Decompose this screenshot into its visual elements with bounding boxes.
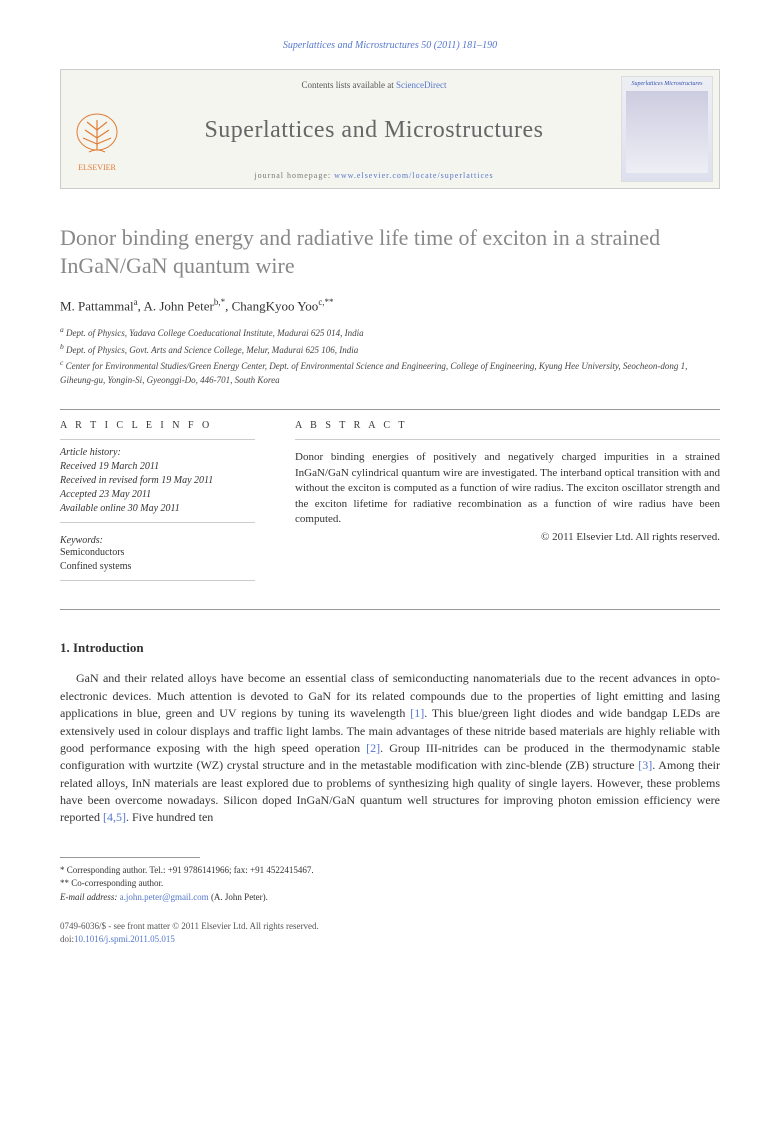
info-rule bbox=[60, 439, 255, 440]
affiliation-a-text: Dept. of Physics, Yadava College Coeduca… bbox=[66, 328, 364, 338]
article-title: Donor binding energy and radiative life … bbox=[60, 224, 720, 279]
elsevier-tree-icon: ELSEVIER bbox=[69, 110, 125, 180]
doi-label: doi: bbox=[60, 934, 74, 944]
footnotes-block: * Corresponding author. Tel.: +91 978614… bbox=[60, 864, 720, 905]
running-citation: Superlattices and Microstructures 50 (20… bbox=[60, 40, 720, 51]
history-revised: Received in revised form 19 May 2011 bbox=[60, 474, 255, 488]
affiliation-c-text: Center for Environmental Studies/Green E… bbox=[60, 361, 687, 385]
affiliation-c: c Center for Environmental Studies/Green… bbox=[60, 357, 720, 387]
abstract-label: A B S T R A C T bbox=[295, 420, 720, 431]
email-label: E-mail address: bbox=[60, 892, 120, 902]
cover-title: Superlattices Microstructures bbox=[631, 81, 702, 87]
info-abstract-row: A R T I C L E I N F O Article history: R… bbox=[60, 410, 720, 587]
article-info-label: A R T I C L E I N F O bbox=[60, 420, 255, 431]
doi-link[interactable]: 10.1016/j.spmi.2011.05.015 bbox=[74, 934, 175, 944]
elsevier-text: ELSEVIER bbox=[78, 163, 116, 172]
affiliation-b: b Dept. of Physics, Govt. Arts and Scien… bbox=[60, 341, 720, 358]
history-received: Received 19 March 2011 bbox=[60, 460, 255, 474]
ref-link[interactable]: [2] bbox=[366, 741, 380, 755]
page-container: Superlattices and Microstructures 50 (20… bbox=[0, 0, 780, 976]
intro-paragraph-1: GaN and their related alloys have become… bbox=[60, 670, 720, 827]
abstract-copyright: © 2011 Elsevier Ltd. All rights reserved… bbox=[295, 531, 720, 543]
contents-line: Contents lists available at ScienceDirec… bbox=[143, 80, 605, 90]
keyword-1: Semiconductors bbox=[60, 546, 255, 560]
corresponding-author-1: * Corresponding author. Tel.: +91 978614… bbox=[60, 864, 720, 878]
ref-link[interactable]: [3] bbox=[638, 758, 652, 772]
info-rule-2 bbox=[60, 522, 255, 523]
info-rule-3 bbox=[60, 580, 255, 581]
bottom-rule bbox=[60, 609, 720, 610]
ref-link[interactable]: [1] bbox=[410, 706, 424, 720]
publisher-logo-cell: ELSEVIER bbox=[61, 70, 133, 188]
email-link[interactable]: a.john.peter@gmail.com bbox=[120, 892, 209, 902]
abstract-rule bbox=[295, 439, 720, 440]
doi-line: doi:10.1016/j.spmi.2011.05.015 bbox=[60, 933, 720, 946]
homepage-link[interactable]: www.elsevier.com/locate/superlattices bbox=[334, 171, 494, 180]
journal-name: Superlattices and Microstructures bbox=[143, 117, 605, 144]
history-accepted: Accepted 23 May 2011 bbox=[60, 488, 255, 502]
keywords-label: Keywords: bbox=[60, 535, 255, 546]
ref-link[interactable]: [4,5] bbox=[103, 810, 126, 824]
article-info-column: A R T I C L E I N F O Article history: R… bbox=[60, 410, 275, 587]
article-history: Article history: Received 19 March 2011 … bbox=[60, 446, 255, 516]
sciencedirect-link[interactable]: ScienceDirect bbox=[396, 80, 446, 90]
email-suffix: (A. John Peter). bbox=[209, 892, 268, 902]
intro-heading: 1. Introduction bbox=[60, 640, 720, 656]
contents-prefix: Contents lists available at bbox=[302, 80, 396, 90]
footer-meta: 0749-6036/$ - see front matter © 2011 El… bbox=[60, 920, 720, 945]
abstract-text: Donor binding energies of positively and… bbox=[295, 450, 720, 527]
journal-cover-thumb: Superlattices Microstructures bbox=[621, 76, 713, 182]
affiliation-b-text: Dept. of Physics, Govt. Arts and Science… bbox=[66, 345, 358, 355]
history-online: Available online 30 May 2011 bbox=[60, 502, 255, 516]
affiliation-a: a Dept. of Physics, Yadava College Coedu… bbox=[60, 324, 720, 341]
keywords-list: Semiconductors Confined systems bbox=[60, 546, 255, 574]
banner-center: Contents lists available at ScienceDirec… bbox=[133, 70, 615, 188]
homepage-prefix: journal homepage: bbox=[254, 171, 334, 180]
author-list: M. Pattammala, A. John Peterb,*, ChangKy… bbox=[60, 297, 720, 314]
footnote-rule bbox=[60, 857, 200, 858]
email-line: E-mail address: a.john.peter@gmail.com (… bbox=[60, 891, 720, 905]
journal-banner: ELSEVIER Contents lists available at Sci… bbox=[60, 69, 720, 189]
affiliation-list: a Dept. of Physics, Yadava College Coedu… bbox=[60, 324, 720, 387]
homepage-line: journal homepage: www.elsevier.com/locat… bbox=[143, 171, 605, 180]
keyword-2: Confined systems bbox=[60, 560, 255, 574]
abstract-column: A B S T R A C T Donor binding energies o… bbox=[275, 410, 720, 587]
history-label: Article history: bbox=[60, 446, 255, 460]
corresponding-author-2: ** Co-corresponding author. bbox=[60, 877, 720, 891]
issn-line: 0749-6036/$ - see front matter © 2011 El… bbox=[60, 920, 720, 933]
cover-art-icon bbox=[626, 91, 708, 173]
